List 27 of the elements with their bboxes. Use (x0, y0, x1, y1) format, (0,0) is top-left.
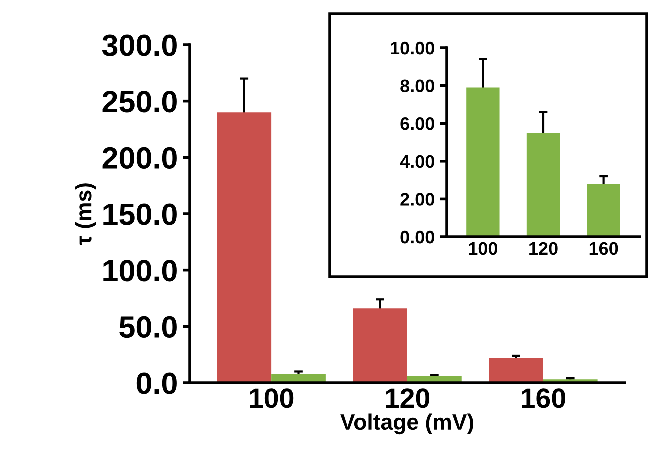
bar (587, 184, 620, 237)
y-tick-label: 4.00 (400, 155, 434, 168)
bar (489, 358, 544, 383)
y-tick-label: 10.00 (391, 42, 434, 55)
x-tick-label: 120 (530, 242, 558, 256)
y-tick-label: 0.00 (400, 230, 434, 244)
bar (466, 88, 500, 237)
y-tick-label: 200.0 (102, 147, 177, 170)
y-tick-label: 8.00 (400, 80, 434, 93)
x-axis-title: Voltage (mV) (340, 414, 474, 435)
y-axis-title: τ (ms) (75, 184, 96, 246)
x-tick-label: 120 (386, 388, 430, 408)
bar (217, 112, 272, 383)
y-tick-label: 0.0 (136, 372, 177, 394)
y-tick-label: 250.0 (102, 91, 177, 113)
y-tick-label: 50.0 (120, 316, 177, 338)
y-tick-label: 6.00 (400, 118, 434, 130)
x-tick-label: 100 (469, 242, 498, 256)
y-tick-label: 100.0 (104, 260, 177, 282)
y-tick-label: 150.0 (104, 204, 177, 226)
bar (353, 308, 408, 383)
x-tick-label: 160 (522, 388, 566, 408)
bar (526, 133, 560, 237)
y-tick-label: 300.0 (102, 34, 177, 56)
x-tick-label: 100 (250, 388, 294, 408)
y-tick-label: 2.00 (400, 193, 434, 206)
x-tick-label: 160 (590, 242, 618, 256)
